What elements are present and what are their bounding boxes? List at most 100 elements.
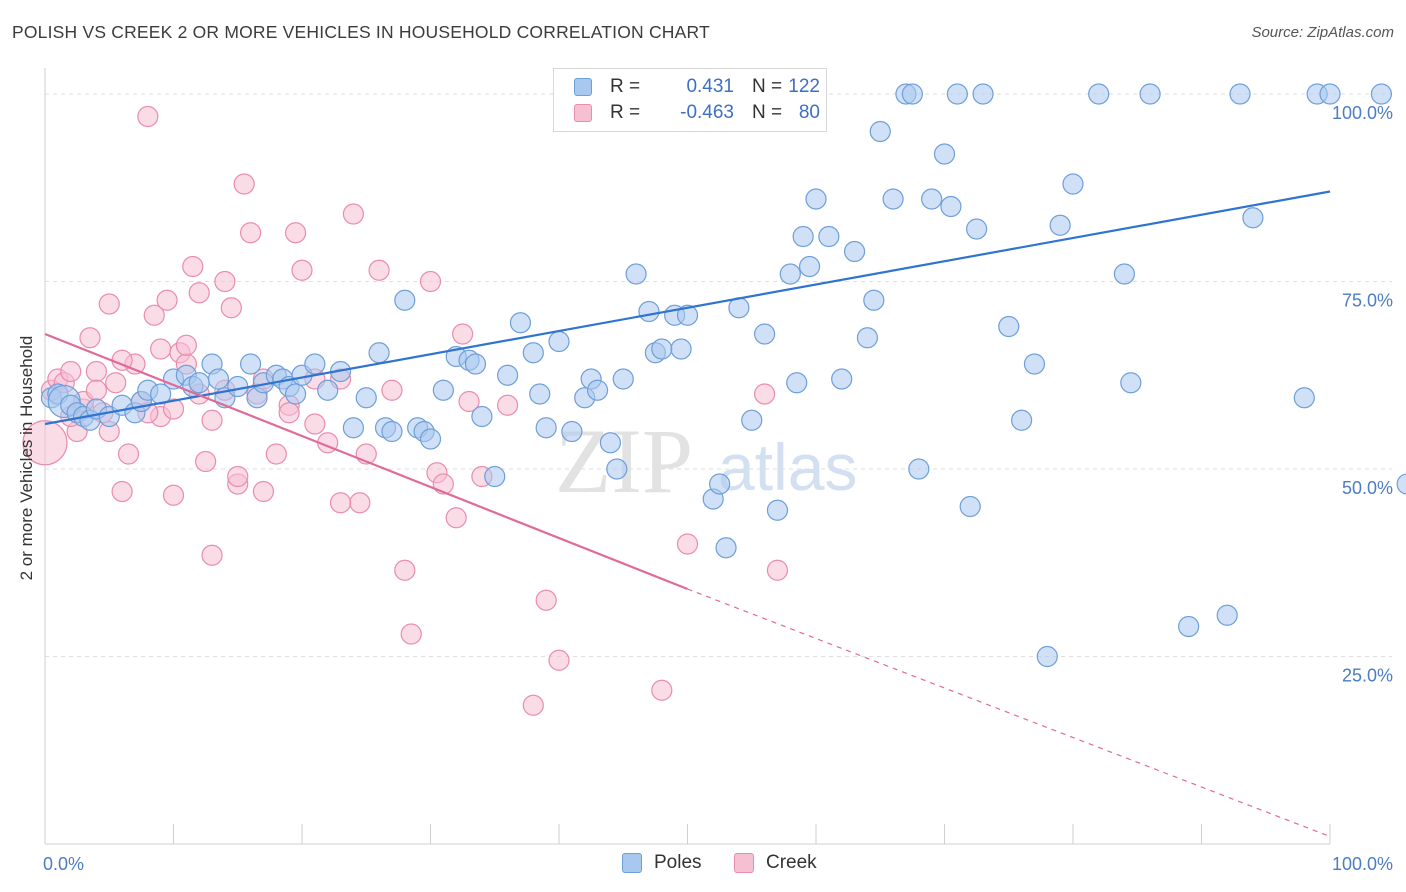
creek-point: [651, 679, 673, 701]
poles-point: [1049, 214, 1071, 236]
chart-title: POLISH VS CREEK 2 OR MORE VEHICLES IN HO…: [12, 22, 710, 42]
creek-point: [676, 533, 699, 555]
creek-point: [162, 484, 185, 506]
creek-point: [214, 270, 236, 293]
poles-point: [419, 428, 442, 450]
creek-point: [201, 409, 223, 431]
creek-legend-swatch: [734, 853, 754, 873]
poles-point: [1062, 173, 1084, 195]
poles-swatch: [574, 78, 592, 96]
legend-label-creek: Creek: [766, 852, 817, 873]
poles-point: [1370, 83, 1393, 105]
poles-point: [509, 312, 532, 334]
legend-label-poles: Poles: [654, 852, 702, 873]
creek-point: [394, 559, 416, 581]
trendlines: [44, 190, 1331, 838]
y-axis-label: 2 or more Vehicles in Household: [17, 336, 36, 581]
poles-point: [240, 353, 262, 375]
poles-point: [625, 263, 647, 285]
creek-point: [156, 289, 178, 311]
creek-point: [304, 413, 326, 435]
poles-point: [676, 304, 699, 326]
poles-point: [342, 417, 364, 439]
poles-point: [497, 364, 519, 386]
creek-point: [458, 390, 480, 413]
y-tick-label: 25.0%: [1342, 666, 1393, 686]
poles-point: [638, 300, 660, 323]
poles-point: [709, 473, 731, 495]
poles-point: [535, 417, 557, 439]
poles-point: [1010, 409, 1033, 431]
poles-point: [471, 405, 493, 428]
y-tick-label: 75.0%: [1342, 291, 1393, 311]
poles-point: [863, 289, 885, 311]
poles-point: [753, 323, 776, 345]
creek-point: [117, 443, 140, 465]
poles-point: [856, 327, 879, 349]
poles-point: [882, 188, 904, 210]
creek-point: [195, 450, 217, 473]
poles-point: [355, 387, 377, 409]
creek-point: [220, 297, 242, 319]
poles-point: [464, 353, 487, 375]
stats-box: R = 0.431 N = 122 R = -0.463 N = 80: [553, 68, 827, 132]
poles-point: [741, 409, 763, 431]
creek-point: [284, 222, 307, 244]
poles-point: [432, 379, 454, 401]
creek-point: [201, 544, 223, 566]
creek-point: [349, 492, 371, 514]
poles-point: [798, 255, 821, 278]
series-creek-points: [22, 105, 789, 716]
poles-point: [651, 338, 673, 360]
poles-point: [1036, 645, 1058, 668]
creek-point: [85, 379, 108, 401]
creek-point: [162, 398, 185, 420]
x-tick-label: 100.0%: [1332, 854, 1393, 874]
poles-point: [599, 432, 622, 454]
creek-point: [419, 270, 442, 293]
poles-point: [394, 289, 416, 311]
n-label: N =: [752, 102, 783, 123]
poles-point: [368, 342, 390, 364]
poles-point: [786, 372, 808, 394]
poles-point: [670, 338, 692, 360]
poles-point: [998, 315, 1020, 338]
poles-point: [586, 379, 609, 401]
creek-point: [143, 304, 165, 326]
poles-point: [548, 330, 570, 353]
r-value: 0.431: [686, 76, 734, 97]
creek-point: [22, 420, 68, 466]
creek-point: [445, 507, 467, 529]
creek-point: [60, 360, 82, 383]
tick-labels: 25.0% 50.0% 75.0% 100.0% 0.0% 100.0%: [43, 103, 1393, 874]
creek-point: [265, 443, 287, 465]
poles-point: [946, 83, 968, 105]
r-value: -0.463: [680, 102, 734, 123]
creek-point: [85, 360, 108, 383]
creek-point: [497, 394, 519, 416]
creek-point: [548, 649, 570, 671]
poles-point: [792, 225, 814, 248]
poles-point: [227, 375, 249, 398]
poles-point: [381, 420, 403, 443]
creek-point: [105, 372, 127, 394]
creek-point: [98, 293, 120, 315]
poles-point: [940, 195, 962, 218]
n-value: 80: [798, 102, 820, 123]
poles-point: [612, 368, 634, 390]
poles-point: [484, 465, 506, 488]
poles-legend-swatch: [622, 853, 642, 873]
poles-point: [933, 143, 956, 165]
creek-point: [240, 222, 262, 244]
poles-point: [805, 188, 827, 210]
poles-trendline: [44, 190, 1331, 426]
r-label: R =: [610, 102, 641, 123]
creek-point: [278, 402, 300, 424]
creek-point: [137, 105, 159, 128]
poles-point: [831, 368, 853, 390]
poles-point: [561, 420, 583, 443]
creek-point: [252, 480, 275, 503]
poles-point: [1242, 207, 1264, 229]
creek-swatch: [574, 104, 592, 122]
